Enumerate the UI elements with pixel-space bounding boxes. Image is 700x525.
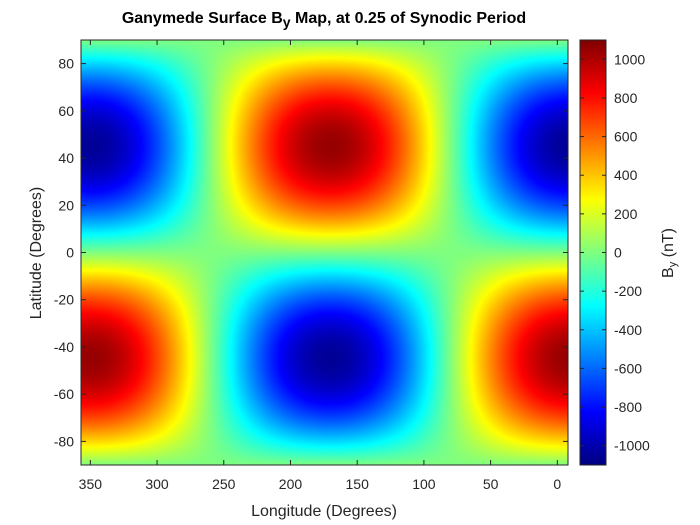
colorbar-tick-label: 0: [614, 245, 622, 261]
x-tick-label: 100: [412, 476, 436, 492]
chart-title: Ganymede Surface By Map, at 0.25 of Syno…: [122, 10, 526, 30]
colorbar-tick-label: -400: [614, 322, 642, 338]
x-tick-label: 50: [483, 476, 499, 492]
colorbar-tick-label: -600: [614, 360, 642, 376]
x-tick-label: 200: [279, 476, 303, 492]
x-tick-label: 250: [212, 476, 236, 492]
y-tick-label: -40: [54, 339, 74, 355]
colorbar-tick-label: 200: [614, 206, 638, 222]
colorbar-tick-label: -800: [614, 399, 642, 415]
x-axis-ticks: 350 300 250 200 150 100 50 0: [79, 40, 561, 492]
colorbar-tick-label: -200: [614, 283, 642, 299]
colorbar-tick-label: 800: [614, 90, 638, 106]
y-tick-label: -20: [54, 292, 74, 308]
x-tick-label: 300: [145, 476, 169, 492]
colorbar-tick-label: 1000: [614, 51, 645, 67]
y-tick-label: 80: [58, 56, 74, 72]
y-tick-label: 0: [66, 245, 74, 261]
y-tick-label: 40: [58, 150, 74, 166]
colorbar-ticks: 1000 800 600 400 200 0 -200 -400 -600 -800 -1000: [580, 51, 650, 454]
colorbar-tick-label: 600: [614, 129, 638, 145]
colorbar-label: By (nT): [660, 228, 679, 278]
y-tick-label: 60: [58, 103, 74, 119]
colorbar-tick-label: 400: [614, 167, 638, 183]
plot-frame: [80, 39, 569, 466]
colorbar-image: [580, 40, 606, 465]
x-tick-label: 350: [79, 476, 103, 492]
y-tick-label: 20: [58, 197, 74, 213]
colorbar-tick-label: -1000: [614, 438, 650, 454]
y-axis-ticks: 80 60 40 20 0 -20 -40 -60 -80: [54, 56, 568, 449]
y-tick-label: -80: [54, 433, 74, 449]
x-tick-label: 0: [553, 476, 561, 492]
heatmap-image: [81, 40, 568, 465]
x-axis-label: Longitude (Degrees): [251, 503, 397, 520]
x-tick-label: 150: [346, 476, 370, 492]
y-tick-label: -60: [54, 386, 74, 402]
y-axis-label: Latitude (Degrees): [28, 187, 45, 320]
